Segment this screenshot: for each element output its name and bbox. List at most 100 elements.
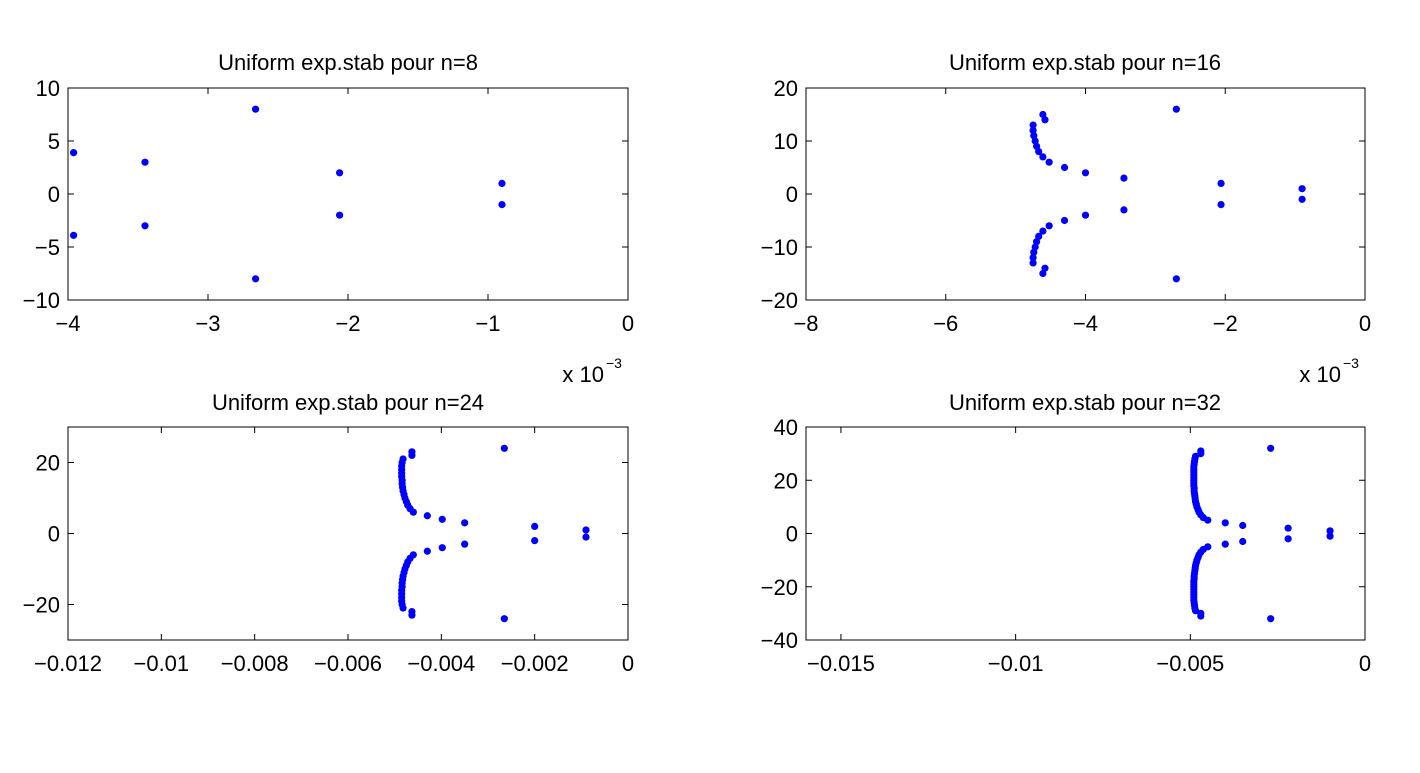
data-point xyxy=(500,444,508,452)
data-point xyxy=(423,547,431,555)
data-point xyxy=(582,533,590,541)
y-tick-label: −40 xyxy=(761,628,798,653)
x-tick-label: −6 xyxy=(933,311,958,336)
data-point xyxy=(1197,450,1205,458)
data-point xyxy=(409,508,417,516)
points xyxy=(1190,444,1334,623)
points xyxy=(1029,105,1306,283)
data-point xyxy=(1239,521,1247,530)
data-point xyxy=(1029,254,1037,262)
subplot-n24: Uniform exp.stab pour n=24 −0.012 −0.01 −0… xyxy=(23,390,634,676)
x-tick-label: −2 xyxy=(335,311,360,336)
x-tick-label: −8 xyxy=(793,311,818,336)
data-point xyxy=(438,544,446,552)
data-point xyxy=(1326,527,1334,535)
points xyxy=(398,444,590,623)
y-tick-label: −5 xyxy=(35,235,60,260)
data-point xyxy=(252,275,260,283)
data-point xyxy=(1035,232,1043,240)
x-tick-label: 0 xyxy=(1359,651,1371,676)
data-point xyxy=(70,149,78,157)
data-point xyxy=(1081,211,1090,219)
data-point xyxy=(1035,148,1043,156)
data-point xyxy=(1039,227,1047,235)
data-point xyxy=(408,608,416,616)
y-tick-label: −20 xyxy=(23,593,60,618)
x-tick-label: −0.005 xyxy=(1156,651,1224,676)
data-point xyxy=(423,512,431,520)
data-point xyxy=(1060,216,1069,225)
data-point xyxy=(1204,516,1212,524)
data-point xyxy=(141,158,149,166)
data-point xyxy=(582,526,590,534)
y-tick-label: −10 xyxy=(761,235,798,260)
data-point xyxy=(1039,153,1047,161)
subplot-title: Uniform exp.stab pour n=16 xyxy=(949,50,1221,75)
data-point xyxy=(1041,116,1049,124)
x-multiplier: x 10 xyxy=(562,362,604,387)
plot-frame xyxy=(805,87,1366,301)
subplot-n8: Uniform exp.stab pour n=8 −4 −3 −2 −1 01050−… xyxy=(23,50,634,387)
x-tick-label: −1 xyxy=(475,311,500,336)
y-tick-label: 20 xyxy=(774,468,798,493)
x-tick-label: −2 xyxy=(1213,311,1238,336)
data-point xyxy=(1029,121,1037,129)
data-point xyxy=(1172,105,1180,113)
x-tick-label: −4 xyxy=(1073,311,1098,336)
plot-frame xyxy=(805,426,1366,641)
y-tick-label: 10 xyxy=(36,76,60,101)
ticks: −0.012 −0.01 −0.008 −0.006 −0.004 −0.002 0 20 0 −… xyxy=(23,427,634,676)
x-tick-label: −0.002 xyxy=(501,651,569,676)
subplot-n32: Uniform exp.stab pour n=32 −0.015 −0.01 −0… xyxy=(761,390,1371,676)
x-tick-label: −0.015 xyxy=(807,651,875,676)
x-tick-label: 0 xyxy=(622,311,634,336)
data-point xyxy=(1221,540,1229,548)
data-point xyxy=(1221,519,1229,527)
data-point xyxy=(1298,185,1306,193)
data-point xyxy=(531,537,539,545)
y-tick-label: 20 xyxy=(774,76,798,101)
data-point xyxy=(1172,275,1180,283)
x-tick-label: −0.006 xyxy=(314,651,382,676)
y-tick-label: 0 xyxy=(48,182,60,207)
data-point xyxy=(1197,609,1205,617)
subplot-n16: Uniform exp.stab pour n=16 −8 −6 −4 −2 02010… xyxy=(761,50,1371,387)
plot-frame xyxy=(67,426,629,641)
subplot-title: Uniform exp.stab pour n=32 xyxy=(949,390,1221,415)
x-tick-label: −0.01 xyxy=(133,651,189,676)
data-point xyxy=(1120,206,1128,214)
data-point xyxy=(498,201,506,209)
data-point xyxy=(461,540,469,548)
data-point xyxy=(1045,222,1053,230)
data-point xyxy=(70,231,78,239)
ticks: −0.015 −0.01 −0.005 0 40 20 0 −20 −40 xyxy=(761,415,1371,676)
data-point xyxy=(531,522,539,531)
plot-frame xyxy=(67,87,629,301)
data-point xyxy=(1239,537,1247,546)
data-point xyxy=(1284,535,1292,543)
data-point xyxy=(1298,195,1306,203)
y-tick-label: −20 xyxy=(761,288,798,313)
data-point xyxy=(1217,201,1225,209)
data-point xyxy=(438,515,446,523)
x-multiplier: x 10 xyxy=(1299,362,1341,387)
x-tick-label: −0.012 xyxy=(34,651,102,676)
data-point xyxy=(1326,532,1334,540)
points xyxy=(70,105,506,283)
y-tick-label: 0 xyxy=(786,182,798,207)
y-tick-label: 0 xyxy=(48,522,60,547)
x-multiplier-exponent: −3 xyxy=(606,355,622,371)
x-tick-label: −4 xyxy=(55,311,80,336)
data-point xyxy=(1204,543,1212,551)
x-tick-label: −0.004 xyxy=(407,651,475,676)
data-point xyxy=(408,451,416,459)
y-tick-label: 0 xyxy=(786,522,798,547)
x-tick-label: −0.01 xyxy=(988,651,1044,676)
x-multiplier-exponent: −3 xyxy=(1343,355,1359,371)
data-point xyxy=(1267,444,1275,452)
data-point xyxy=(1267,615,1275,623)
